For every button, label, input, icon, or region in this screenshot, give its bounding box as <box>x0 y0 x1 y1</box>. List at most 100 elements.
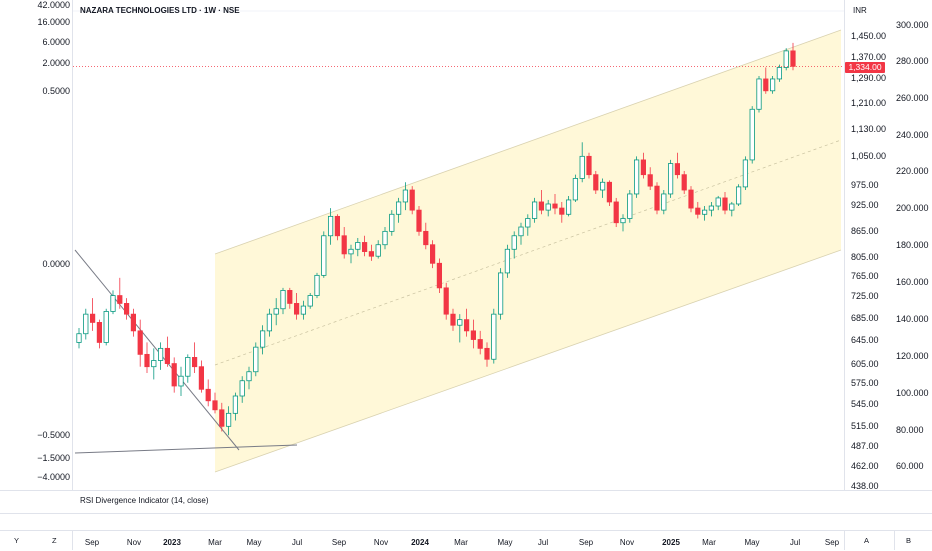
candle-body <box>341 235 347 255</box>
settings-button-b[interactable]: B <box>906 536 912 545</box>
right-scale-label: 975.00 <box>851 180 879 190</box>
candle-body <box>674 163 681 176</box>
candle-body <box>559 207 565 215</box>
candle-body <box>790 50 796 67</box>
candle-body <box>416 209 422 232</box>
candle-body <box>600 181 606 191</box>
candle-body <box>225 412 232 427</box>
candle-body <box>484 347 490 360</box>
descending-trendline <box>74 249 240 451</box>
channel-lower-line <box>214 249 842 473</box>
candle-body <box>593 174 599 191</box>
time-axis-label: Nov <box>619 538 635 547</box>
candle-body <box>770 78 776 92</box>
corner-button-y[interactable]: Y <box>14 536 20 545</box>
chart-canvas[interactable] <box>73 0 844 490</box>
left-price-scale[interactable]: 42.0000 16.0000 6.0000 2.0000 0.5000 0.0000 −0… <box>0 0 73 490</box>
right-scale-label: 515.00 <box>851 421 879 431</box>
candle-body <box>375 244 381 257</box>
indicator-pane[interactable] <box>0 490 932 514</box>
right-scale-label: 462.00 <box>851 461 879 471</box>
time-axis-label: May <box>246 538 262 547</box>
right-scale-label: 1,290.00 <box>851 73 887 83</box>
candle-body <box>178 375 184 387</box>
time-axis-label: Nov <box>126 538 142 547</box>
candle-body <box>491 313 497 360</box>
indicator-legend[interactable]: RSI Divergence Indicator (14, close) <box>80 496 209 505</box>
right-scale-label: 575.00 <box>851 378 879 388</box>
candle-body <box>742 159 749 188</box>
candle-body <box>185 357 191 377</box>
secondary-scale-label: 120.000 <box>896 351 929 361</box>
candle-body <box>158 347 164 361</box>
candle-body <box>763 78 769 92</box>
candle-body <box>246 371 252 382</box>
symbol-title[interactable]: NAZARA TECHNOLOGIES LTD · 1W · NSE <box>80 6 240 15</box>
candle-body <box>314 274 320 296</box>
candle-body <box>545 203 551 211</box>
secondary-scale-label: 140.000 <box>896 314 929 324</box>
candle-body <box>443 287 449 315</box>
parallel-channel-drawing <box>214 29 842 473</box>
right-scale-label: 1,050.00 <box>851 151 887 161</box>
right-scale-label: 725.00 <box>851 291 879 301</box>
candle-body <box>538 201 545 211</box>
right-scale-label: 1,450.00 <box>851 31 887 41</box>
candle-body <box>96 322 103 343</box>
candle-body <box>565 199 572 215</box>
left-scale-label: −4.0000 <box>37 472 70 482</box>
corner-button-z[interactable]: Z <box>52 536 57 545</box>
candle-body <box>423 230 429 246</box>
candle-body <box>266 313 272 332</box>
right-scale-label: 438.00 <box>851 481 879 491</box>
candle-body <box>259 330 266 348</box>
candle-body <box>518 226 524 237</box>
candle-body <box>300 305 306 315</box>
candle-body <box>307 295 313 307</box>
candle-body <box>124 303 130 315</box>
time-axis[interactable]: Sep Nov 2023 Mar May Jul Sep Nov 2024 Mar May Jul Se… <box>0 530 932 551</box>
candle-body <box>164 347 170 364</box>
candle-body <box>695 207 701 215</box>
currency-label: INR <box>853 6 867 15</box>
candle-body <box>511 235 517 250</box>
right-scale-label: 1,130.00 <box>851 124 887 134</box>
candle-body <box>137 330 143 355</box>
right-price-scale[interactable]: INR 1,450.00 1,370.00 1,290.00 1,210.00 1,13… <box>844 0 895 491</box>
candle-body <box>525 218 531 228</box>
time-axis-label: Sep <box>84 538 100 547</box>
left-scale-label: 16.0000 <box>37 17 70 27</box>
candle-body <box>205 388 211 402</box>
candle-body <box>552 203 558 209</box>
secondary-scale-label: 60.000 <box>896 461 924 471</box>
left-scale-label: −0.5000 <box>37 430 70 440</box>
time-axis-label: Nov <box>373 538 389 547</box>
time-axis-label: Sep <box>578 538 594 547</box>
secondary-price-scale[interactable]: 300.000 280.000 260.000 240.000 220.000 200.0… <box>894 0 932 490</box>
candle-body <box>361 242 368 252</box>
auto-scale-button[interactable]: A <box>864 536 870 545</box>
candle-body <box>497 272 504 315</box>
candle-body <box>212 400 218 411</box>
candle-body <box>647 174 653 187</box>
candle-body <box>477 339 483 349</box>
time-axis-label: May <box>744 538 760 547</box>
right-scale-label: 1,370.00 <box>851 52 887 62</box>
candle-body <box>783 50 789 68</box>
time-axis-label: Sep <box>824 538 840 547</box>
axis-divider <box>894 530 895 550</box>
time-axis-label: Mar <box>702 538 716 547</box>
candle-body <box>613 201 619 224</box>
candle-body <box>232 395 238 414</box>
candlestick-series <box>76 42 796 436</box>
axis-divider <box>72 530 73 550</box>
candle-body <box>708 205 715 211</box>
candle-body <box>627 193 633 219</box>
candle-body <box>198 366 204 390</box>
candle-body <box>280 290 286 310</box>
candle-body <box>640 159 647 176</box>
candle-body <box>239 380 245 397</box>
candle-body <box>606 181 613 203</box>
secondary-scale-label: 200.000 <box>896 203 929 213</box>
candle-body <box>334 215 341 237</box>
